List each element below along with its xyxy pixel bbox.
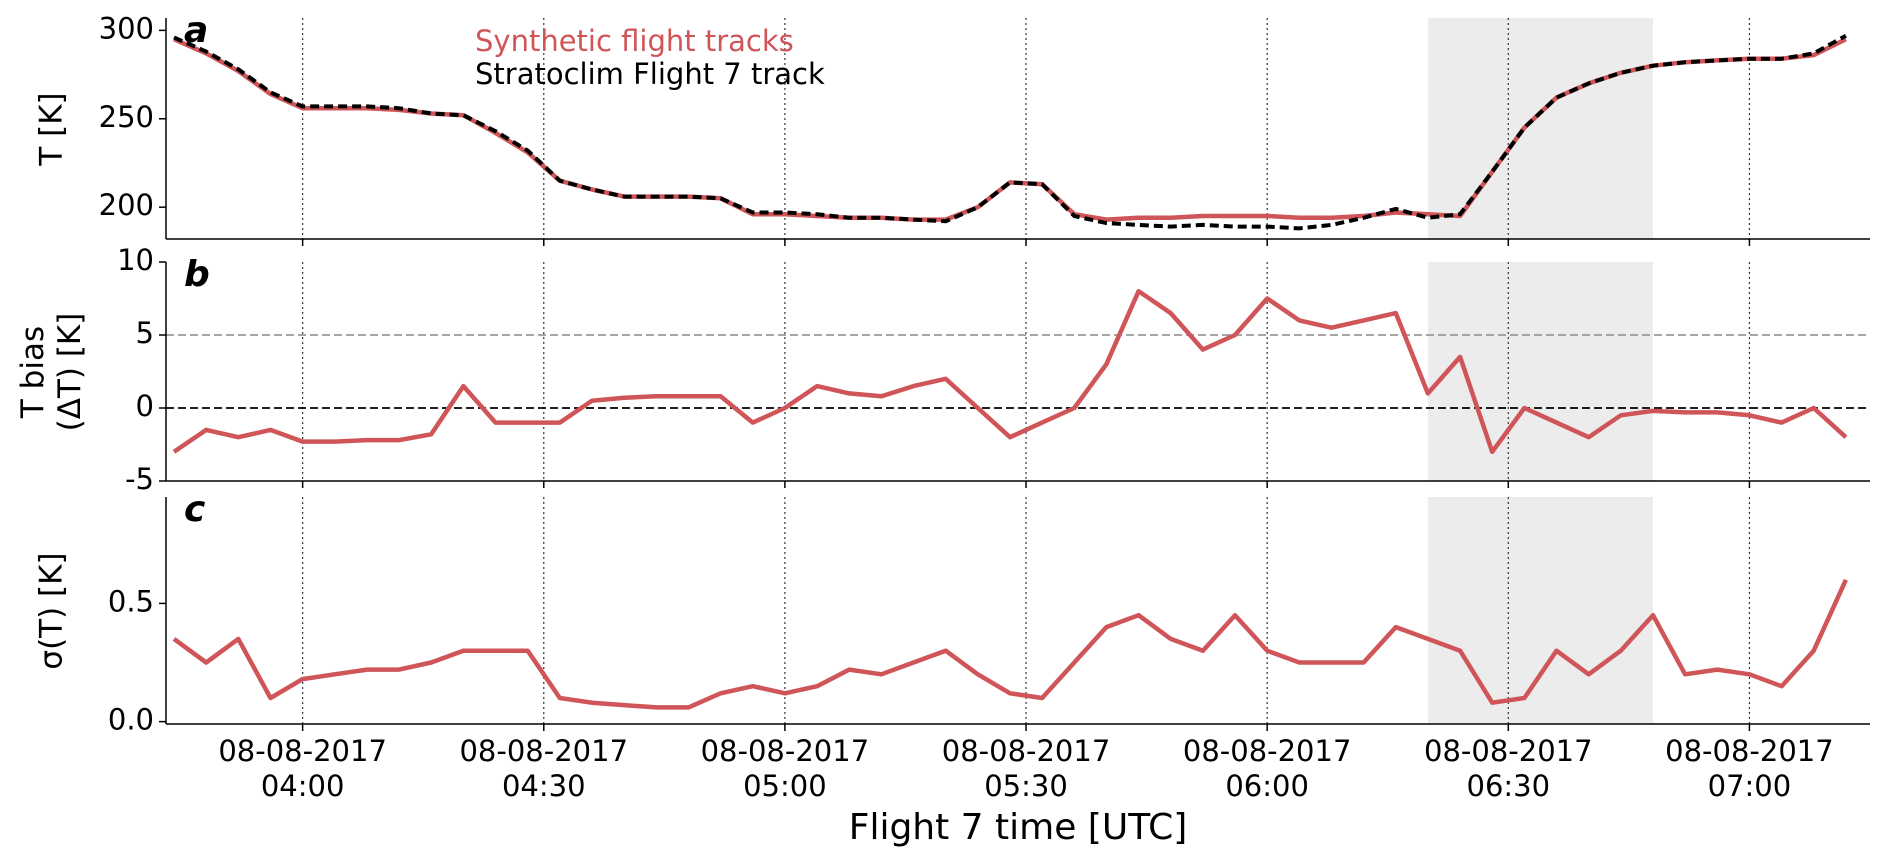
x-tick-label: 08-08-2017 05:00 (700, 734, 870, 803)
y-tick-label: 0.5 (108, 584, 154, 618)
y-tick-label: 250 (99, 100, 154, 134)
x-tick-label: 08-08-2017 06:30 (1424, 734, 1593, 803)
legend-entry: Stratoclim Flight 7 track (475, 57, 825, 91)
legend-entry: Synthetic flight tracks (475, 24, 794, 58)
x-axis-label: Flight 7 time [UTC] (848, 807, 1188, 848)
y-tick-label: 0 (136, 389, 154, 423)
series-line (173, 33, 1847, 231)
highlight-span (1427, 262, 1653, 481)
y-tick-label: 200 (99, 188, 154, 222)
x-tick-label: 08-08-2017 05:30 (941, 734, 1111, 803)
highlight-span (1427, 497, 1653, 724)
panel-letter: c (184, 489, 205, 530)
x-tick-label: 08-08-2017 04:00 (218, 734, 387, 803)
series-line (172, 288, 1848, 455)
y-tick-label: 300 (99, 11, 154, 45)
y-tick-label: -5 (125, 462, 154, 496)
y-tick-label: 0.0 (108, 703, 154, 737)
x-tick-label: 08-08-2017 04:30 (459, 734, 629, 803)
panel-letter: b (184, 254, 210, 295)
x-tick-label: 08-08-2017 06:00 (1182, 734, 1352, 803)
panel-letter: a (184, 10, 208, 51)
series-line (172, 578, 1848, 710)
x-tick-label: 08-08-2017 07:00 (1665, 734, 1834, 803)
y-tick-label: 5 (136, 316, 154, 350)
y-tick-label: 10 (117, 243, 154, 277)
y-axis-label: σ(T) [K] (33, 551, 70, 670)
highlight-span (1427, 18, 1653, 239)
